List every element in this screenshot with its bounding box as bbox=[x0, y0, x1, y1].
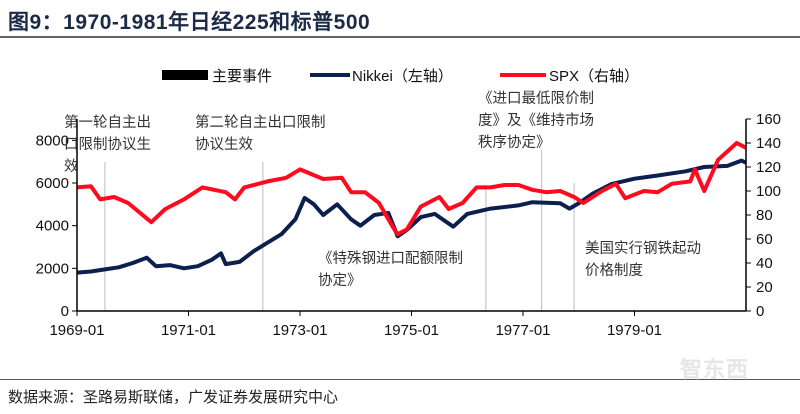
x-tick-label: 1977-01 bbox=[495, 322, 550, 339]
event-annotation-4: 《进口最低限价制 度》及《维持市场 秩序协定》 bbox=[478, 91, 594, 151]
right-tick-label: 60 bbox=[756, 231, 773, 248]
x-tick-label: 1979-01 bbox=[607, 322, 662, 339]
right-tick-label: 40 bbox=[756, 255, 773, 272]
left-tick-label: 6000 bbox=[36, 175, 69, 192]
right-tick-label: 160 bbox=[756, 111, 781, 128]
left-tick-label: 4000 bbox=[36, 218, 69, 235]
right-tick-label: 80 bbox=[756, 207, 773, 224]
chart-title: 图9：1970-1981年日经225和标普500 bbox=[8, 11, 371, 34]
left-tick-label: 2000 bbox=[36, 260, 69, 277]
right-tick-label: 140 bbox=[756, 135, 781, 152]
title-rule bbox=[0, 36, 800, 38]
axes: 0 2000 4000 6000 8000 0 20 40 60 80 100 120 140 160 19… bbox=[36, 111, 781, 339]
event-annotation-1: 第一轮自主出 口限制协议生 效 bbox=[64, 115, 151, 175]
right-tick-label: 120 bbox=[756, 159, 781, 176]
x-tick-label: 1975-01 bbox=[384, 322, 439, 339]
event-annotation-2: 第二轮自主出口限制 协议生效 bbox=[195, 115, 326, 153]
left-tick-label: 8000 bbox=[36, 132, 69, 149]
x-tick-label: 1969-01 bbox=[49, 322, 104, 339]
right-tick-label: 20 bbox=[756, 279, 773, 296]
right-tick-label: 0 bbox=[756, 303, 764, 320]
nikkei-line bbox=[76, 158, 747, 275]
source-note: 数据来源：圣路易斯联储，广发证券发展研究中心 bbox=[8, 388, 339, 406]
right-tick-label: 100 bbox=[756, 183, 781, 200]
legend-label-nikkei: Nikkei（左轴） bbox=[352, 68, 453, 85]
x-tick-label: 1971-01 bbox=[161, 322, 216, 339]
series-lines bbox=[76, 141, 747, 275]
legend-label-spx: SPX（右轴） bbox=[549, 68, 639, 85]
watermark-logo: 智东西 bbox=[680, 357, 750, 382]
spx-line bbox=[76, 141, 747, 237]
x-tick-label: 1973-01 bbox=[272, 322, 327, 339]
event-annotation-5: 美国实行钢铁起动 价格制度 bbox=[585, 241, 701, 279]
left-tick-label: 0 bbox=[61, 303, 69, 320]
legend-label-events: 主要事件 bbox=[212, 68, 272, 85]
legend-swatch-events bbox=[162, 70, 208, 80]
event-annotation-3: 《特殊钢进口配额限制 协定》 bbox=[318, 251, 463, 289]
footer-rule bbox=[0, 379, 800, 380]
legend: 主要事件 Nikkei（左轴） SPX（右轴） bbox=[162, 68, 639, 85]
